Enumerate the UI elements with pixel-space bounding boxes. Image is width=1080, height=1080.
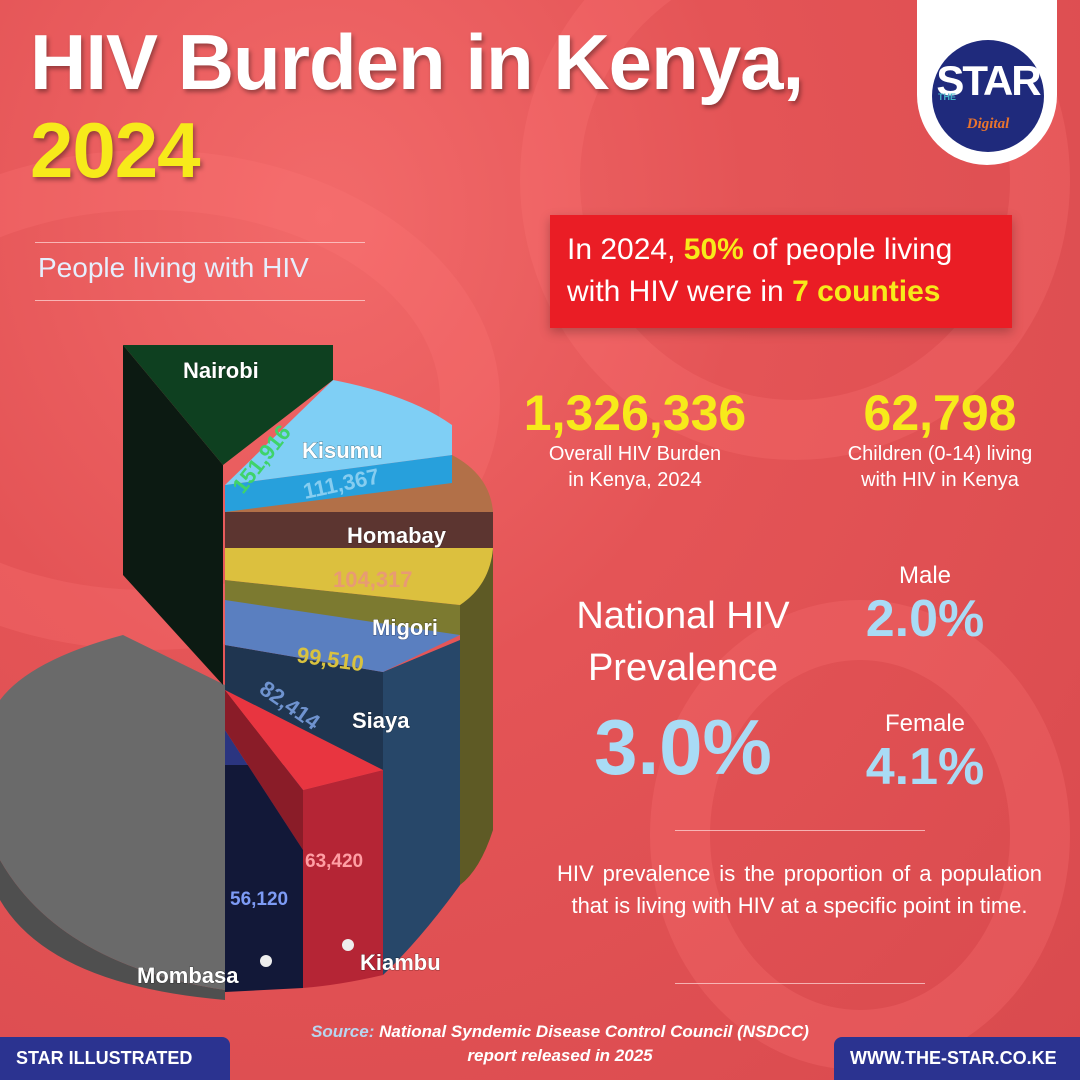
prevalence-label: Prevalence <box>587 647 779 689</box>
value-homabay: 104,317 <box>333 567 413 592</box>
callout-text: In 2024, <box>567 233 684 266</box>
callout-pct: 50% <box>683 233 744 266</box>
callout-text: of people living with HIV were in <box>567 233 953 308</box>
stat-label: in Kenya, 2024 <box>568 469 702 491</box>
stat-overall-burden: 1,326,336 Overall HIV Burden in Kenya, 2… <box>490 385 780 493</box>
mombasa-marker <box>260 955 272 967</box>
stat-children: 62,798 Children (0-14) living with HIV i… <box>810 385 1070 493</box>
pie-chart: Nairobi Kisumu Homabay Migori Siaya Kiam… <box>0 345 493 1000</box>
star-logo: STAR THE Digital <box>932 40 1044 152</box>
pie-slice-kiambu-face <box>225 690 303 850</box>
pie-slice-kisumu-side <box>225 455 452 512</box>
divider <box>35 242 365 243</box>
prevalence-definition: HIV prevalence is the proportion of a po… <box>557 861 1042 918</box>
male-value: 2.0% <box>865 590 985 648</box>
pie-slice-kisumu <box>225 380 452 485</box>
label-kiambu: Kiambu <box>360 950 441 975</box>
footer-star-illustrated: STAR ILLUSTRATED <box>0 1037 230 1080</box>
pie-slice-kiambu <box>225 690 383 790</box>
stat-label: with HIV in Kenya <box>861 469 1019 491</box>
pie-slice-nairobi <box>123 345 333 465</box>
prevalence-label: National HIV <box>576 595 790 637</box>
title-line1: HIV Burden in Kenya, <box>30 18 804 106</box>
divider <box>35 300 365 301</box>
pie-slice-rest <box>0 635 225 990</box>
page-title: HIV Burden in Kenya, 2024 <box>30 18 804 194</box>
pie-slice-migori <box>225 548 493 605</box>
label-mombasa: Mombasa <box>137 963 239 988</box>
pie-slice-siaya-side <box>383 640 460 975</box>
divider <box>675 983 925 984</box>
pie-slice-siaya-face <box>225 645 383 770</box>
title-year: 2024 <box>30 106 201 194</box>
national-prevalence: National HIV Prevalence 3.0% <box>548 590 818 792</box>
callout-box: In 2024, 50% of people living with HIV w… <box>550 215 1012 328</box>
source-text: National Syndemic Disease Control Counci… <box>379 1022 809 1065</box>
callout-counties: 7 counties <box>792 275 941 308</box>
label-kisumu: Kisumu <box>302 438 383 463</box>
pie-slice-migori-side <box>460 548 493 885</box>
divider <box>675 830 925 831</box>
female-prevalence: Female 4.1% <box>830 710 1020 796</box>
label-siaya: Siaya <box>352 708 410 733</box>
stat-label: Children (0-14) living <box>847 443 1033 465</box>
chart-subtitle: People living with HIV <box>38 252 309 283</box>
stat-label: Overall HIV Burden <box>548 443 722 465</box>
female-label: Female <box>884 710 966 737</box>
pie-slice-homabay-side <box>225 512 493 548</box>
logo-star: STAR <box>936 57 1041 104</box>
pie-slice-mombasa-side <box>225 765 303 992</box>
source-label: Source: <box>311 1022 375 1041</box>
label-nairobi: Nairobi <box>183 358 259 383</box>
logo-the: THE <box>938 92 956 102</box>
stat-value: 62,798 <box>863 385 1017 441</box>
kiambu-marker <box>342 939 354 951</box>
pie-slice-kiambu-side <box>303 770 383 988</box>
label-migori: Migori <box>372 615 438 640</box>
pie-slice-nairobi-side <box>123 345 223 685</box>
stat-value: 1,326,336 <box>523 385 747 441</box>
label-homabay: Homabay <box>347 523 447 548</box>
male-label: Male <box>898 562 952 589</box>
prevalence-value: 3.0% <box>594 703 772 791</box>
footer-website-link[interactable]: WWW.THE-STAR.CO.KE <box>834 1037 1080 1080</box>
female-value: 4.1% <box>865 738 985 796</box>
value-kiambu: 63,420 <box>305 851 363 872</box>
pie-slice-rest-side <box>0 860 225 1000</box>
logo-digital: Digital <box>966 116 1010 132</box>
value-mombasa: 56,120 <box>230 889 288 910</box>
male-prevalence: Male 2.0% <box>830 562 1020 648</box>
pie-slice-migori-face <box>225 580 460 635</box>
source-note: Source: National Syndemic Disease Contro… <box>300 1020 820 1068</box>
